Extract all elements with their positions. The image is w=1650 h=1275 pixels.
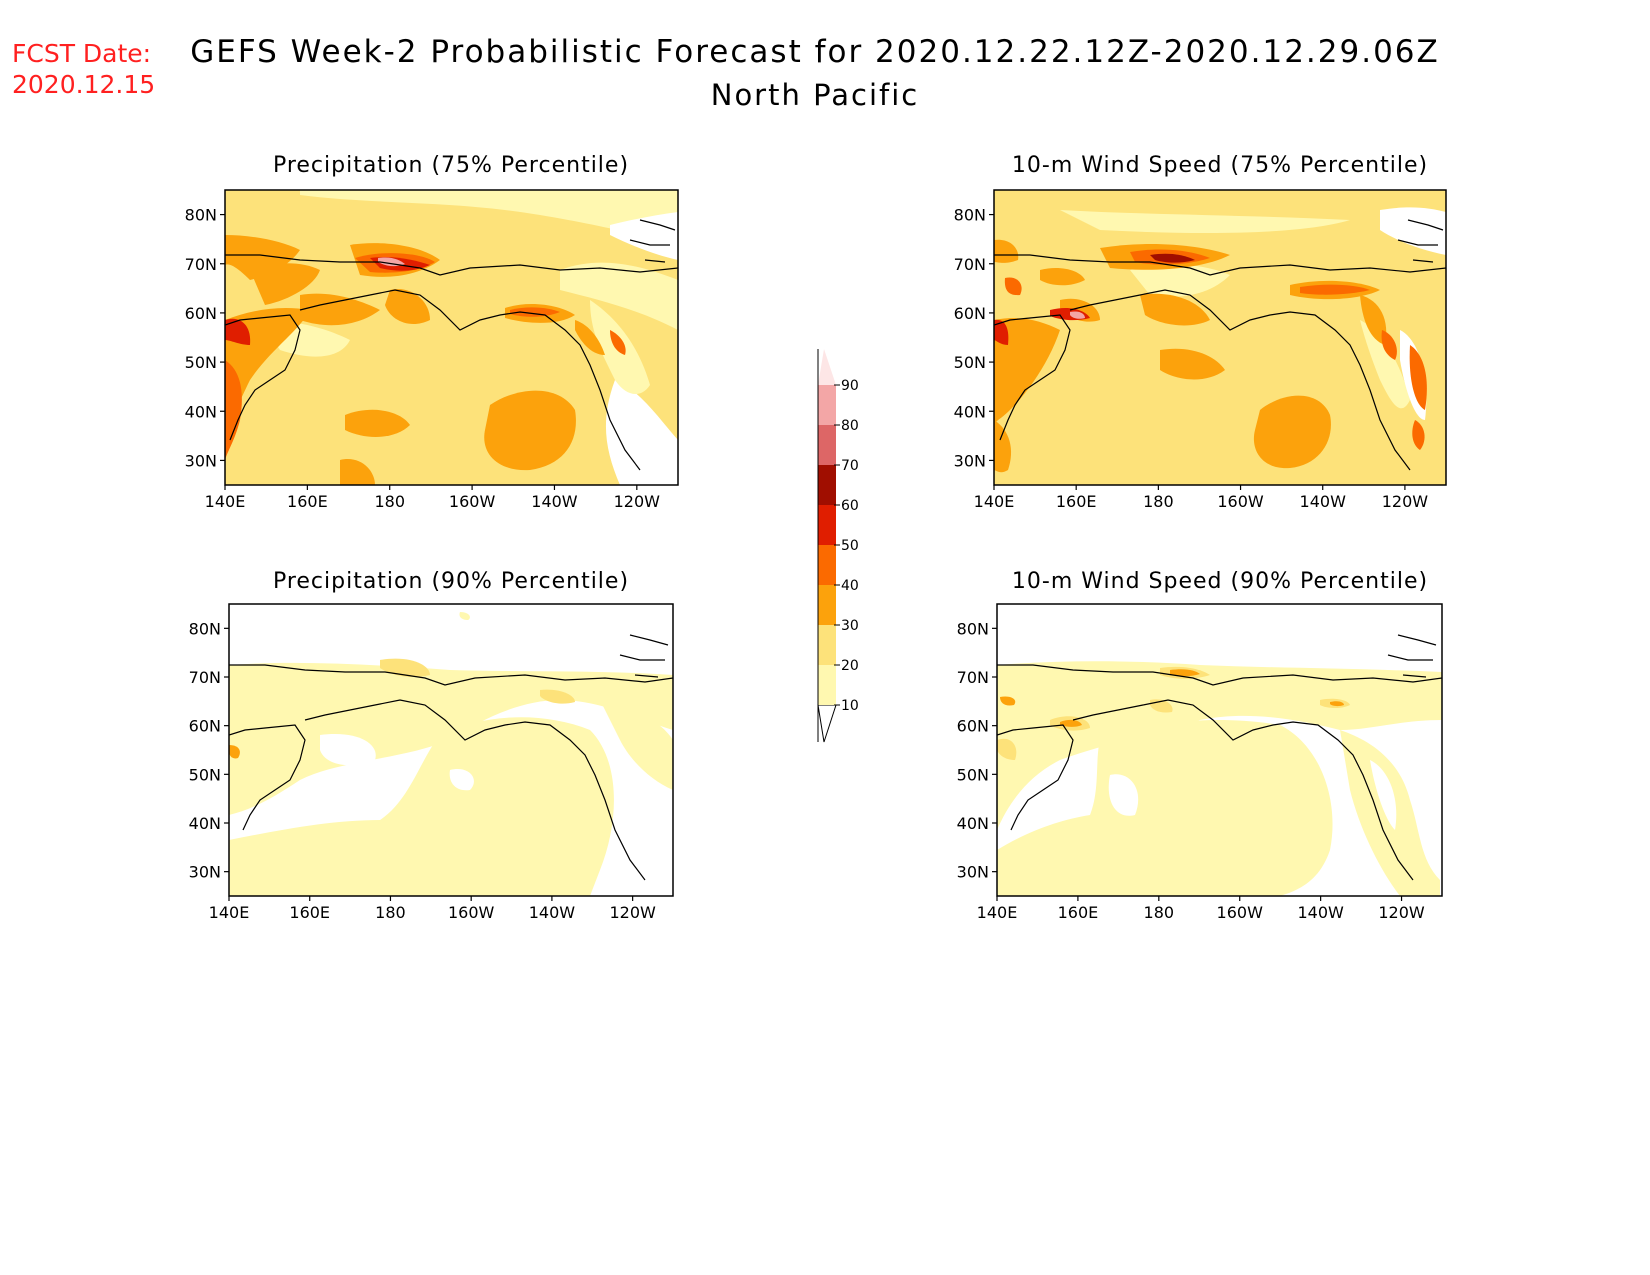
lat-tick-label: 50N (185, 353, 217, 372)
panel-title: 10-m Wind Speed (75% Percentile) (1012, 153, 1428, 178)
lon-tick-label: 180 (1144, 903, 1175, 922)
lon-tick-label: 140W (1297, 903, 1344, 922)
lat-tick-label: 70N (185, 255, 217, 274)
colorbar-swatch (818, 665, 836, 705)
colorbar-label: 60 (841, 498, 859, 514)
lat-tick-label: 40N (954, 402, 986, 421)
lat-tick-label: 80N (954, 206, 986, 225)
lon-tick-label: 160E (289, 903, 330, 922)
panel-wind-90: 10-m Wind Speed (90% Percentile) (996, 569, 1443, 897)
lon-tick-label: 160W (449, 492, 496, 511)
lon-tick-label: 140W (529, 903, 576, 922)
panel-precip-75: Precipitation (75% Percentile) (224, 153, 679, 486)
lat-tick-label: 30N (957, 863, 989, 882)
colorbar-swatch (818, 585, 836, 625)
lon-tick-label: 140W (531, 492, 578, 511)
lon-tick-label: 120W (1378, 903, 1425, 922)
lon-tick-label: 160W (1217, 903, 1264, 922)
lon-tick-label: 140E (209, 903, 250, 922)
lat-tick-label: 80N (189, 619, 221, 638)
colorbar-label: 80 (841, 418, 859, 434)
lon-tick-label: 180 (375, 903, 406, 922)
colorbar-swatch (818, 625, 836, 665)
fcst-date-label: FCST Date: (12, 39, 151, 68)
page-subtitle: North Pacific (711, 78, 920, 112)
colorbar-low-triangle (817, 704, 837, 743)
lon-tick-label: 160W (448, 903, 495, 922)
lat-tick-label: 60N (957, 717, 989, 736)
panel-precip-90: Precipitation (90% Percentile) (228, 569, 674, 897)
colorbar-label: 50 (841, 538, 859, 554)
lon-tick-label: 140E (205, 492, 246, 511)
lon-tick-label: 120W (609, 903, 656, 922)
lat-tick-label: 30N (189, 863, 221, 882)
lon-tick-label: 160E (287, 492, 328, 511)
colorbar-swatch (818, 385, 836, 425)
lat-tick-label: 80N (957, 619, 989, 638)
lat-tick-label: 50N (957, 765, 989, 784)
colorbar-swatch (818, 505, 836, 545)
fcst-date-value: 2020.12.15 (12, 70, 155, 99)
lat-tick-label: 40N (957, 814, 989, 833)
colorbar-swatch (818, 425, 836, 465)
panel-title: Precipitation (75% Percentile) (273, 153, 629, 178)
lat-tick-label: 60N (954, 304, 986, 323)
panel-wind-75: 10-m Wind Speed (75% Percentile) (993, 153, 1447, 486)
lat-tick-label: 80N (185, 206, 217, 225)
colorbar-high-triangle (818, 349, 836, 385)
colorbar-label: 10 (841, 698, 859, 714)
lat-tick-label: 50N (189, 765, 221, 784)
colorbar-label: 70 (841, 458, 859, 474)
lat-tick-label: 40N (185, 402, 217, 421)
lon-tick-label: 140E (977, 903, 1018, 922)
lon-tick-label: 140W (1300, 492, 1347, 511)
lon-tick-label: 160E (1058, 903, 1099, 922)
lon-tick-label: 120W (1382, 492, 1429, 511)
lat-tick-label: 30N (954, 451, 986, 470)
lat-tick-label: 60N (189, 717, 221, 736)
colorbar: 10 20 30 40 50 60 70 80 90 (817, 349, 859, 743)
lat-tick-label: 40N (189, 814, 221, 833)
lon-tick-label: 180 (1143, 492, 1174, 511)
colorbar-swatch (818, 465, 836, 505)
panel-title: 10-m Wind Speed (90% Percentile) (1012, 569, 1428, 594)
axes-layer: 140E 160E 180 160W 140W 120W 80N 70N 60N 50N 40N 30… (185, 206, 1429, 922)
lon-tick-label: 140E (974, 492, 1015, 511)
lat-tick-label: 50N (954, 353, 986, 372)
colorbar-swatch (818, 545, 836, 585)
panel-title: Precipitation (90% Percentile) (273, 569, 629, 594)
page-title: GEFS Week-2 Probabilistic Forecast for 2… (190, 34, 1440, 70)
lat-tick-label: 70N (957, 668, 989, 687)
lat-tick-label: 60N (185, 304, 217, 323)
lat-tick-label: 70N (954, 255, 986, 274)
lon-tick-label: 120W (614, 492, 661, 511)
colorbar-label: 90 (841, 378, 859, 394)
lon-tick-label: 180 (374, 492, 405, 511)
lon-tick-label: 160E (1056, 492, 1097, 511)
colorbar-label: 30 (841, 618, 859, 634)
lat-tick-label: 30N (185, 451, 217, 470)
colorbar-label: 40 (841, 578, 859, 594)
lat-tick-label: 70N (189, 668, 221, 687)
colorbar-label: 20 (841, 658, 859, 674)
lon-tick-label: 160W (1217, 492, 1264, 511)
